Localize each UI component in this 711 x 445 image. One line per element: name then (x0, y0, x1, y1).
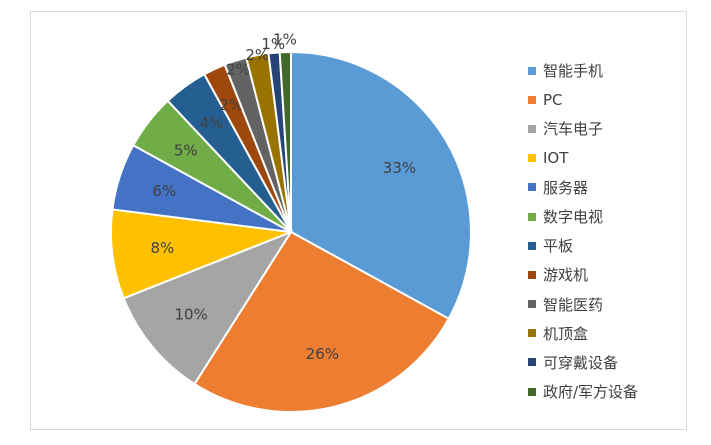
slice-label-4: 8% (151, 239, 175, 257)
legend-item-4: IOT (528, 144, 638, 173)
slice-label-6: 5% (174, 141, 198, 159)
legend-swatch (528, 241, 536, 250)
legend: 智能手机 PC 汽车电子 IOT 服务器数字电视平板游戏机智能医药机顶盒可穿戴设备政府/… (528, 56, 638, 406)
legend-swatch (528, 270, 536, 279)
legend-swatch (528, 212, 536, 221)
pie-slice-12 (278, 50, 292, 233)
pie-slice-4 (110, 208, 292, 300)
legend-item-8: 游戏机 (528, 260, 638, 289)
legend-label: 汽车电子 (543, 120, 604, 139)
legend-label: 政府/军方设备 (543, 383, 639, 402)
legend-swatch (528, 124, 536, 133)
legend-swatch (528, 300, 536, 309)
legend-item-5: 服务器 (528, 173, 638, 202)
slice-label-12: 1% (273, 30, 297, 48)
legend-label: IOT (543, 149, 569, 168)
pie-slice-2 (193, 230, 451, 413)
legend-swatch (528, 329, 536, 338)
slice-label-7: 4% (200, 114, 224, 132)
slice-label-11: 1% (261, 35, 285, 53)
legend-label: 平板 (543, 237, 574, 256)
legend-label: 游戏机 (543, 266, 589, 285)
legend-item-12: 政府/军方设备 (528, 377, 638, 406)
slice-label-10: 2% (245, 46, 269, 64)
legend-item-6: 数字电视 (528, 202, 638, 231)
legend-item-1: 智能手机 (528, 56, 638, 85)
legend-item-3: 汽车电子 (528, 114, 638, 143)
legend-label: 服务器 (543, 178, 589, 197)
legend-label: 智能手机 (543, 62, 604, 81)
legend-item-9: 智能医药 (528, 290, 638, 319)
legend-item-2: PC (528, 85, 638, 114)
legend-swatch (528, 95, 536, 104)
legend-label: PC (543, 90, 563, 109)
pie-slice-3 (122, 229, 294, 386)
slice-label-3: 10% (174, 306, 207, 324)
legend-label: 机顶盒 (543, 324, 589, 343)
legend-item-7: 平板 (528, 231, 638, 260)
slice-label-9: 2% (226, 60, 250, 78)
slice-label-2: 26% (306, 345, 339, 363)
slice-label-5: 6% (152, 182, 176, 200)
legend-item-10: 机顶盒 (528, 319, 638, 348)
legend-swatch (528, 183, 536, 192)
legend-label: 可穿戴设备 (543, 353, 619, 372)
legend-item-11: 可穿戴设备 (528, 348, 638, 377)
slice-label-8: 2% (219, 96, 243, 114)
legend-swatch (528, 387, 536, 396)
legend-swatch (528, 154, 536, 163)
legend-label: 智能医药 (543, 295, 604, 314)
legend-swatch (528, 358, 536, 367)
legend-label: 数字电视 (543, 208, 604, 227)
slice-label-1: 33% (383, 159, 416, 177)
legend-swatch (528, 66, 536, 75)
pie-slice-1 (290, 50, 472, 321)
